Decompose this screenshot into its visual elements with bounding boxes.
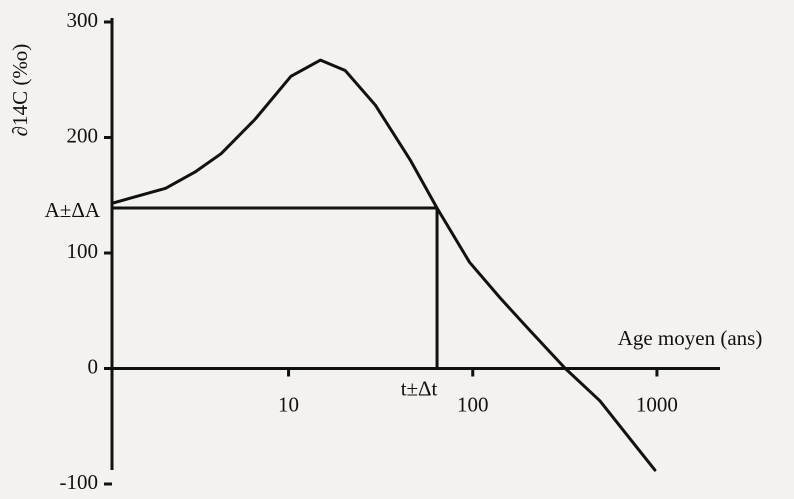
y-tick-label: 300 [67, 8, 99, 32]
x-axis-label: Age moyen (ans) [618, 326, 763, 350]
y-tick-label: 0 [88, 354, 99, 378]
y-tick-label: 200 [67, 123, 99, 147]
marker-x-label: t±Δt [401, 376, 438, 400]
data-line [110, 58, 657, 472]
y-tick-label: 100 [67, 239, 99, 263]
y-axis-label: ∂14C (%o) [8, 44, 32, 137]
y-tick-label: -100 [60, 470, 99, 494]
x-tick-label: 100 [457, 392, 489, 416]
x-tick-label: 10 [278, 392, 299, 416]
marker-y-label: A±ΔA [45, 198, 101, 222]
x-tick-label: 1000 [636, 392, 678, 416]
